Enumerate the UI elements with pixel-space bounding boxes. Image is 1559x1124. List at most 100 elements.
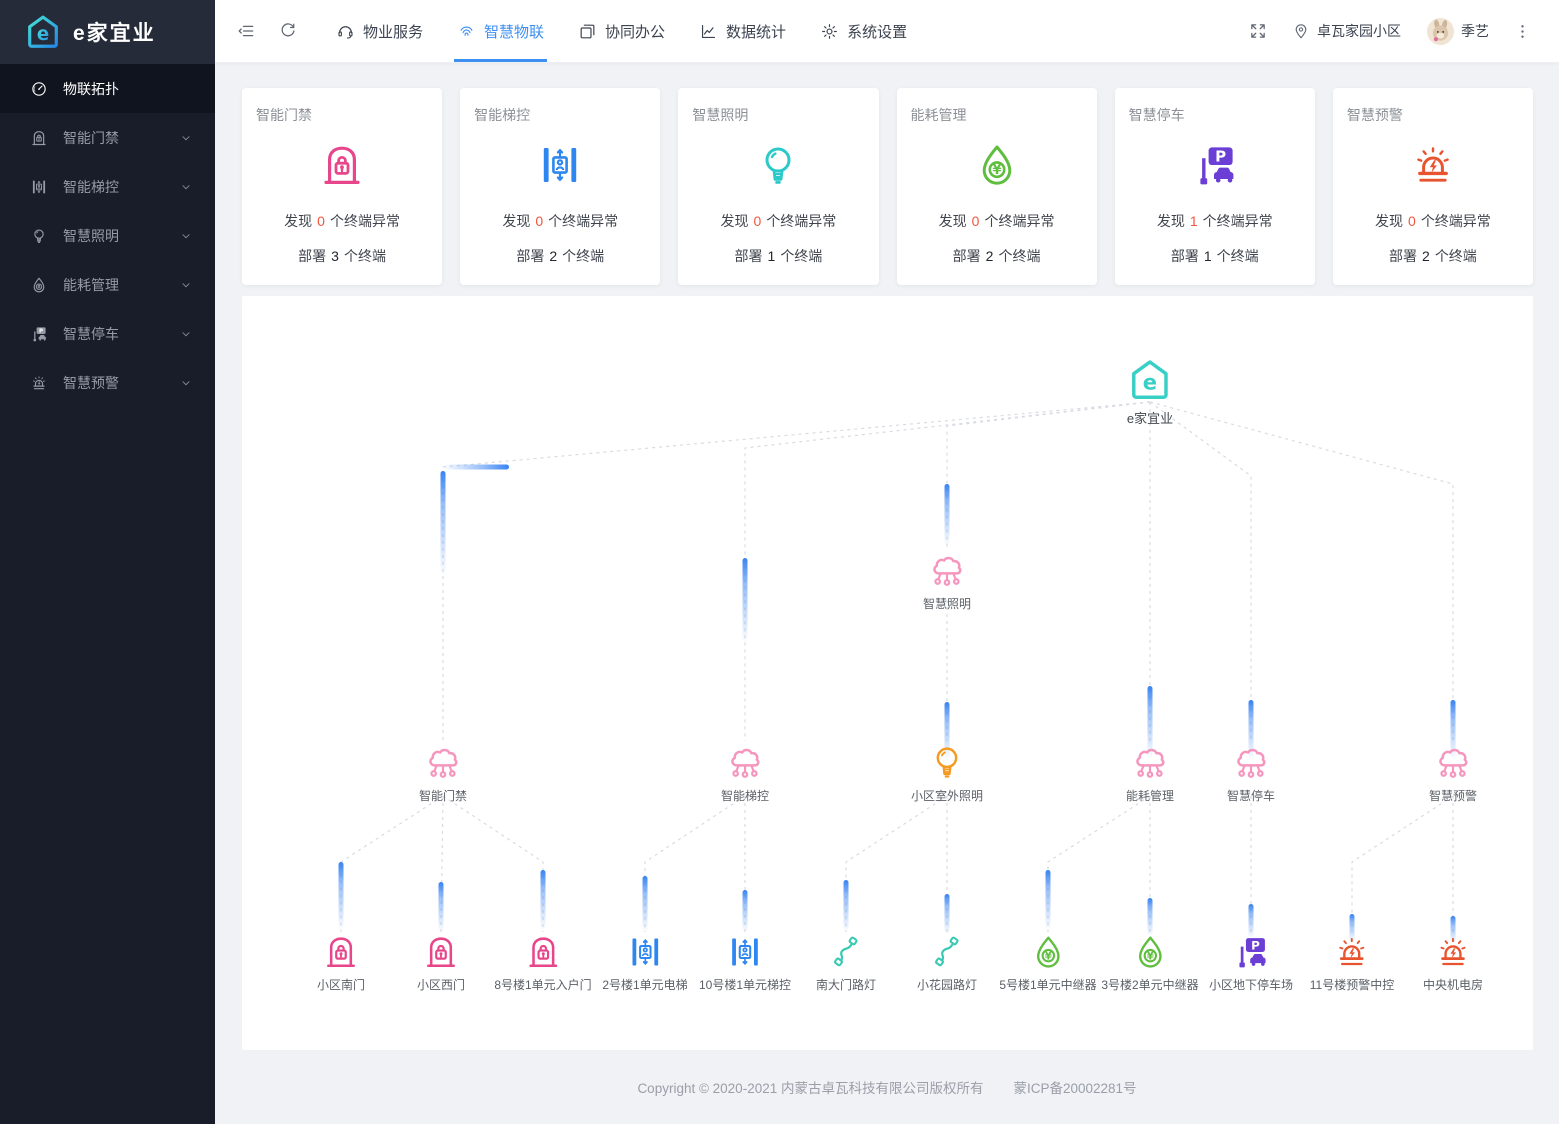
data-flow-comet — [1045, 870, 1051, 930]
data-flow-comet — [540, 870, 546, 930]
topology-node[interactable]: 智慧预警 — [1429, 742, 1477, 804]
found-label: 发现 — [1375, 213, 1404, 229]
stat-card: 智慧停车 发现 1 个终端异常 部署 1 个终端 — [1114, 88, 1315, 285]
deployed-count: 3 — [331, 248, 339, 264]
deployed-line: 部署 3 个终端 — [256, 246, 428, 266]
stat-card: 智慧预警 发现 0 个终端异常 部署 2 个终端 — [1332, 88, 1533, 285]
deployed-count: 1 — [767, 248, 776, 264]
found-label: 发现 — [1156, 213, 1185, 229]
topology-node[interactable]: 小区室外照明 — [911, 742, 983, 804]
tab[interactable]: 协同办公 — [561, 0, 682, 62]
menu-fold-button[interactable] — [225, 0, 267, 62]
tab[interactable]: 智慧物联 — [440, 0, 561, 62]
topology-node-label: 中央机电房 — [1422, 978, 1484, 992]
rabbit-avatar-icon — [1427, 18, 1454, 45]
sidebar: e家宜业 物联拓扑 智能门禁 智能梯控 智慧照明 能耗管理 智慧停车 智慧预警 — [0, 0, 215, 1124]
topology-node[interactable]: 8号楼1单元入户门 — [494, 933, 592, 993]
topology-edge — [340, 795, 444, 932]
topology-node[interactable]: 5号楼1单元中继器 — [999, 933, 1097, 993]
cloud-net-icon — [927, 550, 967, 590]
sidebar-item[interactable]: 智能梯控 — [0, 162, 215, 211]
topology-node[interactable]: e家宜业 — [1127, 357, 1173, 427]
sidebar-item-label: 智慧照明 — [63, 227, 119, 244]
topology-edge — [1149, 401, 1252, 741]
abnormal-line: 发现 1 个终端异常 — [1129, 211, 1301, 231]
topology-edge — [1149, 401, 1454, 741]
sidebar-item[interactable]: 智能门禁 — [0, 113, 215, 162]
topology-node-label: 智慧停车 — [1226, 789, 1276, 803]
card-icon-wrap — [474, 137, 646, 193]
cable-icon — [928, 933, 966, 971]
topology-node[interactable]: 3号楼2单元中继器 — [1101, 933, 1199, 993]
tab[interactable]: 物业服务 — [319, 0, 440, 62]
topology-node[interactable]: 10号楼1单元梯控 — [699, 933, 791, 993]
cloud-net-icon — [725, 742, 765, 782]
alarm-icon — [1333, 933, 1371, 971]
energy-drop-icon — [30, 276, 48, 294]
topology-node[interactable]: 智慧停车 — [1227, 742, 1275, 804]
community-selector[interactable]: 卓瓦家园小区 — [1279, 21, 1414, 41]
tab[interactable]: 系统设置 — [803, 0, 924, 62]
topology-node[interactable]: 小区南门 — [317, 933, 365, 993]
abnormal-suffix: 个终端异常 — [1420, 213, 1491, 229]
tab-label: 智慧物联 — [484, 23, 545, 41]
gear-icon — [820, 22, 839, 41]
deploy-label: 部署 — [516, 248, 545, 264]
found-label: 发现 — [284, 213, 313, 229]
data-flow-comet — [642, 876, 648, 932]
stat-card: 智慧照明 发现 0 个终端异常 部署 1 个终端 — [678, 88, 879, 285]
refresh-button[interactable] — [267, 0, 309, 62]
topology-edges-canvas — [338, 401, 1456, 944]
sidebar-item[interactable]: 智慧停车 — [0, 309, 215, 358]
elevator-icon — [626, 933, 664, 971]
parking-icon — [30, 325, 48, 343]
topology-node[interactable]: 能耗管理 — [1126, 742, 1174, 804]
fullscreen-button[interactable] — [1237, 21, 1279, 41]
topology-node[interactable]: 智慧照明 — [923, 550, 971, 612]
topology-edge — [1351, 795, 1454, 932]
topology-node[interactable]: 小花园路灯 — [917, 933, 977, 993]
found-label: 发现 — [938, 213, 967, 229]
sidebar-item[interactable]: 能耗管理 — [0, 260, 215, 309]
sidebar-item-label: 能耗管理 — [63, 276, 119, 293]
parking-icon — [1232, 933, 1270, 971]
data-flow-comet — [742, 558, 748, 643]
cloud-net-icon — [423, 742, 463, 782]
card-icon-wrap — [692, 137, 864, 193]
energy-drop-icon — [1029, 933, 1067, 971]
elevator-icon — [726, 933, 764, 971]
community-name: 卓瓦家园小区 — [1317, 23, 1401, 39]
topology-node[interactable]: 11号楼预警中控 — [1310, 933, 1394, 993]
topology-node[interactable]: 智能门禁 — [419, 742, 467, 804]
sidebar-item[interactable]: 智慧照明 — [0, 211, 215, 260]
energy-drop-icon — [973, 141, 1021, 189]
sidebar-menu: 物联拓扑 智能门禁 智能梯控智慧照明能耗管理智慧停车智慧预警 — [0, 64, 215, 407]
alarm-icon — [1434, 933, 1472, 971]
chart-icon — [699, 22, 718, 41]
house-e-icon — [1127, 357, 1173, 403]
avatar — [1427, 17, 1454, 45]
topology-node-label: 智慧预警 — [1428, 789, 1478, 803]
sidebar-item[interactable]: 智慧预警 — [0, 358, 215, 407]
topology-node[interactable]: 小区地下停车场 — [1209, 933, 1293, 993]
cloud-net-icon — [1433, 742, 1473, 782]
deploy-label: 部署 — [298, 248, 327, 264]
topology-node[interactable]: 中央机电房 — [1423, 933, 1483, 993]
user-menu[interactable]: 季艺 — [1414, 17, 1502, 45]
sidebar-item[interactable]: 物联拓扑 — [0, 64, 215, 113]
topology-node[interactable]: 小区西门 — [417, 933, 465, 993]
main-area: 物业服务 智慧物联 协同办公 数据统计 系统设置 卓瓦家园小区 季艺 — [215, 0, 1559, 1124]
tab[interactable]: 数据统计 — [682, 0, 803, 62]
top-tabs: 物业服务 智慧物联 协同办公 数据统计 系统设置 — [319, 0, 924, 62]
sidebar-item-label: 智慧停车 — [63, 325, 119, 342]
more-menu-button[interactable] — [1502, 22, 1543, 41]
topology-edge — [744, 401, 1151, 741]
topology-node[interactable]: 智能梯控 — [721, 742, 769, 804]
topology-node[interactable]: 2号楼1单元电梯 — [602, 933, 688, 993]
topology-node-label: 南大门路灯 — [815, 978, 877, 992]
topology-node-label: 小花园路灯 — [916, 978, 978, 992]
bulb-icon — [927, 742, 967, 782]
topology-edge — [644, 795, 746, 932]
topology-node[interactable]: 南大门路灯 — [816, 933, 876, 993]
deployed-line: 部署 1 个终端 — [1129, 246, 1301, 266]
